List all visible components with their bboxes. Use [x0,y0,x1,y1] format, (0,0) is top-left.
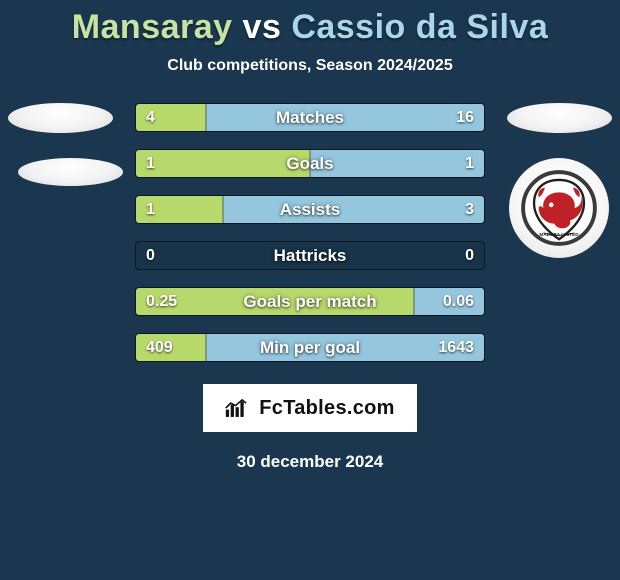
stat-row: Matches416 [135,103,485,132]
player-left-name: Mansaray [72,8,233,46]
stat-fill-right [206,104,484,131]
stat-row: Assists13 [135,195,485,224]
fctables-icon [225,397,251,419]
player-left-club-placeholder [18,158,123,186]
madura-united-icon: MADURA UNITED [520,169,598,247]
player-right-avatar-placeholder [507,103,612,133]
page-title: Mansaray vs Cassio da Silva [0,0,620,47]
stat-bars: Matches416 Goals11 Assists13 Hattricks0 0 Goa… [135,103,485,362]
stat-row: Goals per match0.250.06 [135,287,485,316]
player-right-club-logo: MADURA UNITED [509,158,609,258]
stat-value-right: 0 [455,242,484,269]
stat-fill-left [136,196,223,223]
subtitle: Club competitions, Season 2024/2025 [0,57,620,75]
stat-fill-right [206,334,484,361]
comparison-infographic: Mansaray vs Cassio da Silva Club competi… [0,0,620,580]
svg-text:MADURA UNITED: MADURA UNITED [539,232,579,237]
stat-fill-left [136,104,206,131]
stat-row: Hattricks0 0 [135,241,485,270]
stat-value-left: 0 [136,242,165,269]
stat-fill-right [223,196,484,223]
stat-row: Min per goal4091643 [135,333,485,362]
player-right-name: Cassio da Silva [291,8,548,46]
stat-fill-left [136,150,310,177]
stat-row: Goals11 [135,149,485,178]
brand-badge: FcTables.com [203,384,417,432]
brand-text: FcTables.com [259,397,395,420]
title-vs: vs [243,8,282,46]
stat-label: Hattricks [136,242,484,269]
stat-fill-left [136,334,206,361]
stat-fill-right [414,288,484,315]
date-label: 30 december 2024 [0,452,620,472]
stat-fill-left [136,288,414,315]
player-left-avatar-placeholder [8,103,113,133]
content-area: MADURA UNITED Matches416 Goals11 Assists13… [0,103,620,362]
stat-fill-right [310,150,484,177]
